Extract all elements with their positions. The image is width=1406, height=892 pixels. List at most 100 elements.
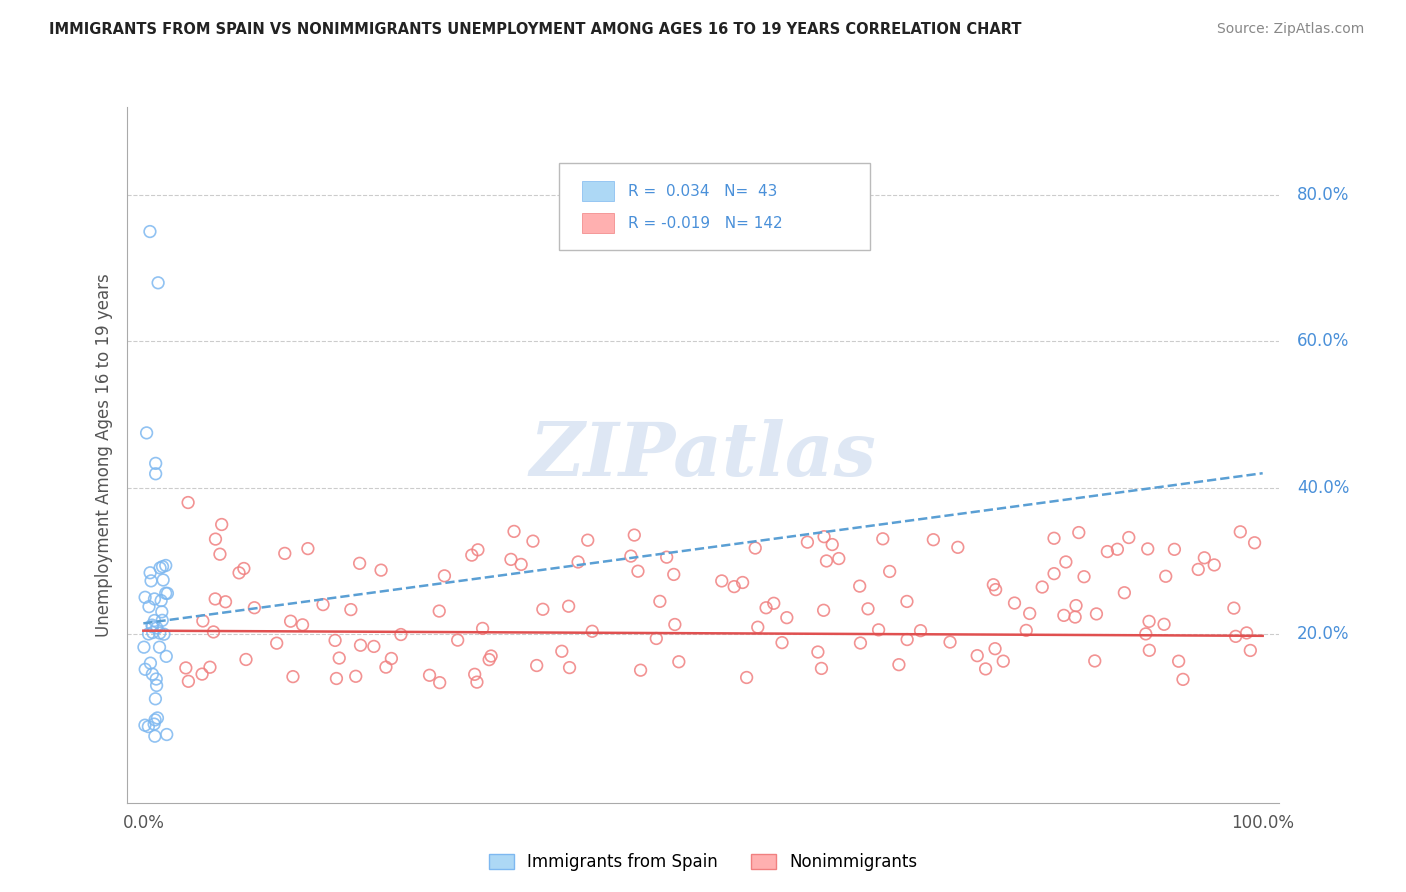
Point (868, 623, 890, 637)
Point (204, 591, 226, 606)
Point (155, 558, 177, 573)
Point (149, 561, 172, 575)
Point (146, 276, 169, 290)
Point (910, 624, 932, 638)
Point (1163, 542, 1185, 557)
FancyBboxPatch shape (582, 213, 614, 233)
Point (145, 456, 167, 470)
Text: R = -0.019   N= 142: R = -0.019 N= 142 (628, 216, 783, 231)
Point (146, 621, 169, 635)
Point (461, 548, 484, 562)
Point (581, 624, 603, 639)
Point (731, 575, 754, 590)
Point (567, 555, 589, 569)
Point (526, 658, 548, 673)
Point (664, 617, 686, 632)
Point (208, 547, 231, 561)
Point (141, 620, 163, 634)
Point (810, 661, 832, 675)
Point (155, 649, 177, 664)
Point (922, 533, 945, 547)
Point (478, 653, 501, 667)
Point (467, 542, 489, 557)
Point (828, 551, 851, 566)
Point (966, 648, 988, 663)
Point (1018, 607, 1040, 621)
Point (228, 566, 250, 580)
Point (191, 614, 214, 628)
Point (174, 661, 197, 675)
Point (340, 602, 363, 616)
Point (1054, 555, 1077, 569)
Point (655, 550, 678, 565)
Point (389, 627, 412, 641)
Point (645, 632, 668, 646)
Point (896, 632, 918, 647)
Point (747, 620, 769, 634)
Point (1236, 626, 1258, 640)
Point (770, 635, 793, 649)
Text: IMMIGRANTS FROM SPAIN VS NONIMMIGRANTS UNEMPLOYMENT AMONG AGES 16 TO 19 YEARS CO: IMMIGRANTS FROM SPAIN VS NONIMMIGRANTS U… (49, 22, 1022, 37)
Point (274, 546, 297, 560)
Point (145, 672, 167, 686)
Point (349, 557, 371, 571)
Text: 60.0%: 60.0% (1296, 333, 1350, 351)
Point (156, 586, 179, 600)
Point (558, 660, 581, 674)
Point (984, 641, 1007, 656)
Point (1084, 654, 1107, 668)
Point (744, 541, 766, 555)
Point (807, 645, 830, 659)
Point (134, 718, 156, 732)
Point (138, 627, 160, 641)
Point (1085, 607, 1108, 621)
Point (138, 720, 160, 734)
Point (243, 600, 266, 615)
Point (510, 558, 533, 572)
Text: 20.0%: 20.0% (1296, 625, 1350, 643)
Point (156, 727, 179, 741)
Point (235, 652, 257, 666)
Point (152, 573, 174, 587)
Point (143, 614, 166, 628)
Point (668, 655, 690, 669)
Point (1097, 544, 1119, 558)
Point (134, 662, 156, 676)
Point (134, 591, 156, 605)
FancyBboxPatch shape (558, 162, 870, 250)
Point (849, 636, 872, 650)
Point (648, 594, 671, 608)
Point (232, 561, 254, 575)
Point (1073, 570, 1095, 584)
FancyBboxPatch shape (582, 181, 614, 201)
Point (280, 614, 302, 628)
Point (1137, 615, 1160, 629)
Point (723, 580, 745, 594)
Point (479, 648, 502, 663)
Point (1064, 610, 1087, 624)
Point (344, 669, 367, 683)
Point (177, 674, 200, 689)
Point (796, 535, 818, 549)
Point (1043, 566, 1066, 581)
Point (370, 563, 392, 577)
Point (464, 667, 486, 681)
Point (325, 672, 347, 686)
Point (380, 651, 402, 665)
Point (150, 613, 173, 627)
Point (139, 656, 162, 670)
Point (141, 667, 163, 681)
Point (735, 671, 758, 685)
Point (152, 559, 174, 574)
Point (145, 678, 167, 692)
Point (879, 565, 901, 579)
Point (551, 644, 574, 658)
Point (522, 534, 544, 549)
Point (821, 537, 844, 551)
Text: R =  0.034   N=  43: R = 0.034 N= 43 (628, 185, 778, 199)
Point (143, 591, 166, 606)
Point (328, 651, 350, 665)
Point (419, 668, 441, 682)
Point (983, 578, 1005, 592)
Point (1225, 629, 1247, 643)
